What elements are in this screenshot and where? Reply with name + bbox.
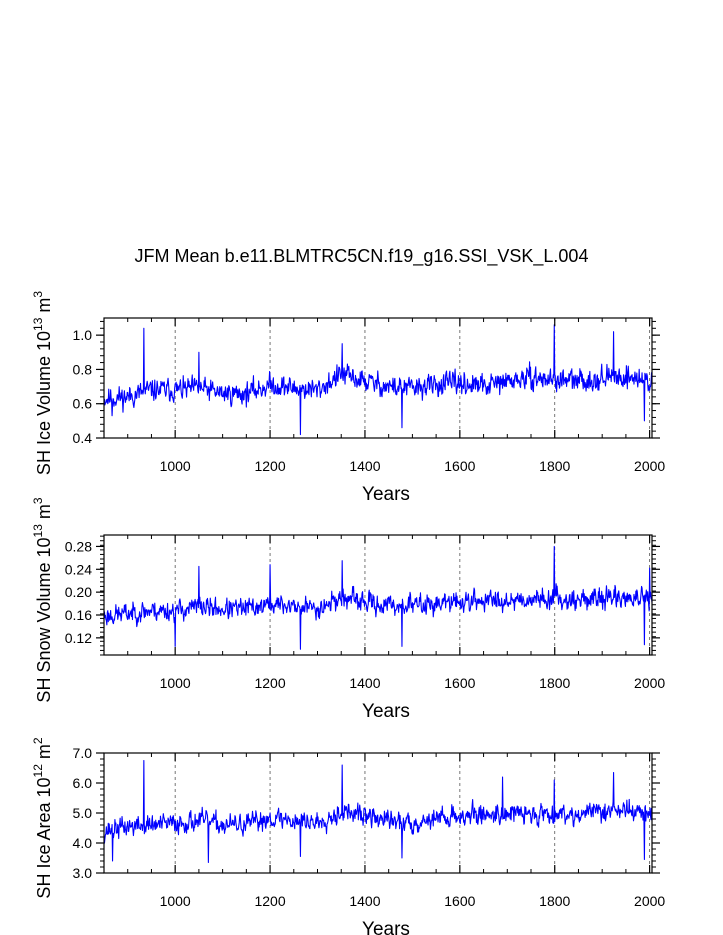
y-tick-label: 0.12 [65, 630, 92, 646]
y-axis-label: SH Snow Volume 1013 m3 [31, 497, 54, 702]
series-line [103, 759, 653, 864]
x-tick-label: 1000 [160, 458, 191, 474]
y-tick-label: 0.28 [65, 538, 92, 554]
x-tick-label: 1200 [254, 675, 285, 691]
x-tick-label: 2000 [634, 458, 665, 474]
x-tick-label: 1400 [349, 458, 380, 474]
x-tick-label: 1400 [349, 675, 380, 691]
y-tick-label: 6.0 [73, 775, 93, 791]
y-tick-label: 5.0 [73, 805, 93, 821]
x-tick-label: 1600 [444, 675, 475, 691]
x-tick-label: 1000 [160, 675, 191, 691]
x-tick-label: 1800 [539, 893, 570, 909]
series-line [103, 324, 653, 436]
plot-frame [103, 534, 653, 656]
x-tick-label: 2000 [634, 893, 665, 909]
y-tick-label: 0.6 [73, 396, 93, 412]
x-axis-label: Years [362, 701, 410, 722]
x-tick-label: 1600 [444, 458, 475, 474]
chart-panel-1: 1000 1200 1400 1600 1800 2000 0.4 0.6 0.8 1.0 Year… [31, 291, 665, 505]
x-tick-label: 1800 [539, 458, 570, 474]
series-line [103, 545, 653, 650]
x-tick-label: 1400 [349, 893, 380, 909]
x-tick-label: 2000 [634, 675, 665, 691]
y-tick-label: 3.0 [73, 865, 93, 881]
chart-panel-2: 1000 1200 1400 1600 1800 2000 0.12 0.16 0.20 0.24… [31, 497, 665, 722]
y-axis-label: SH Ice Volume 1013 m3 [31, 291, 54, 475]
y-tick-label: 0.4 [73, 430, 93, 446]
x-axis-label: Years [362, 484, 410, 505]
x-tick-label: 1200 [254, 893, 285, 909]
x-tick-label: 1600 [444, 893, 475, 909]
y-tick-label: 0.20 [65, 584, 92, 600]
y-tick-label: 0.16 [65, 607, 92, 623]
x-tick-label: 1000 [160, 893, 191, 909]
y-tick-label: 4.0 [73, 835, 93, 851]
y-tick-label: 0.8 [73, 361, 93, 377]
y-tick-label: 7.0 [73, 745, 93, 761]
x-axis-label: Years [362, 919, 410, 935]
chart-panel-3: 1000 1200 1400 1600 1800 2000 3.0 4.0 5.0 6.0 7.0 Y… [31, 737, 665, 935]
plot-frame [103, 317, 653, 439]
x-tick-label: 1800 [539, 675, 570, 691]
x-tick-label: 1200 [254, 458, 285, 474]
y-axis-label: SH Ice Area 1012 m2 [31, 737, 54, 898]
figure-title: JFM Mean b.e11.BLMTRC5CN.f19_g16.SSI_VSK… [134, 246, 589, 266]
y-tick-label: 1.0 [73, 327, 93, 343]
y-tick-label: 0.24 [65, 561, 92, 577]
